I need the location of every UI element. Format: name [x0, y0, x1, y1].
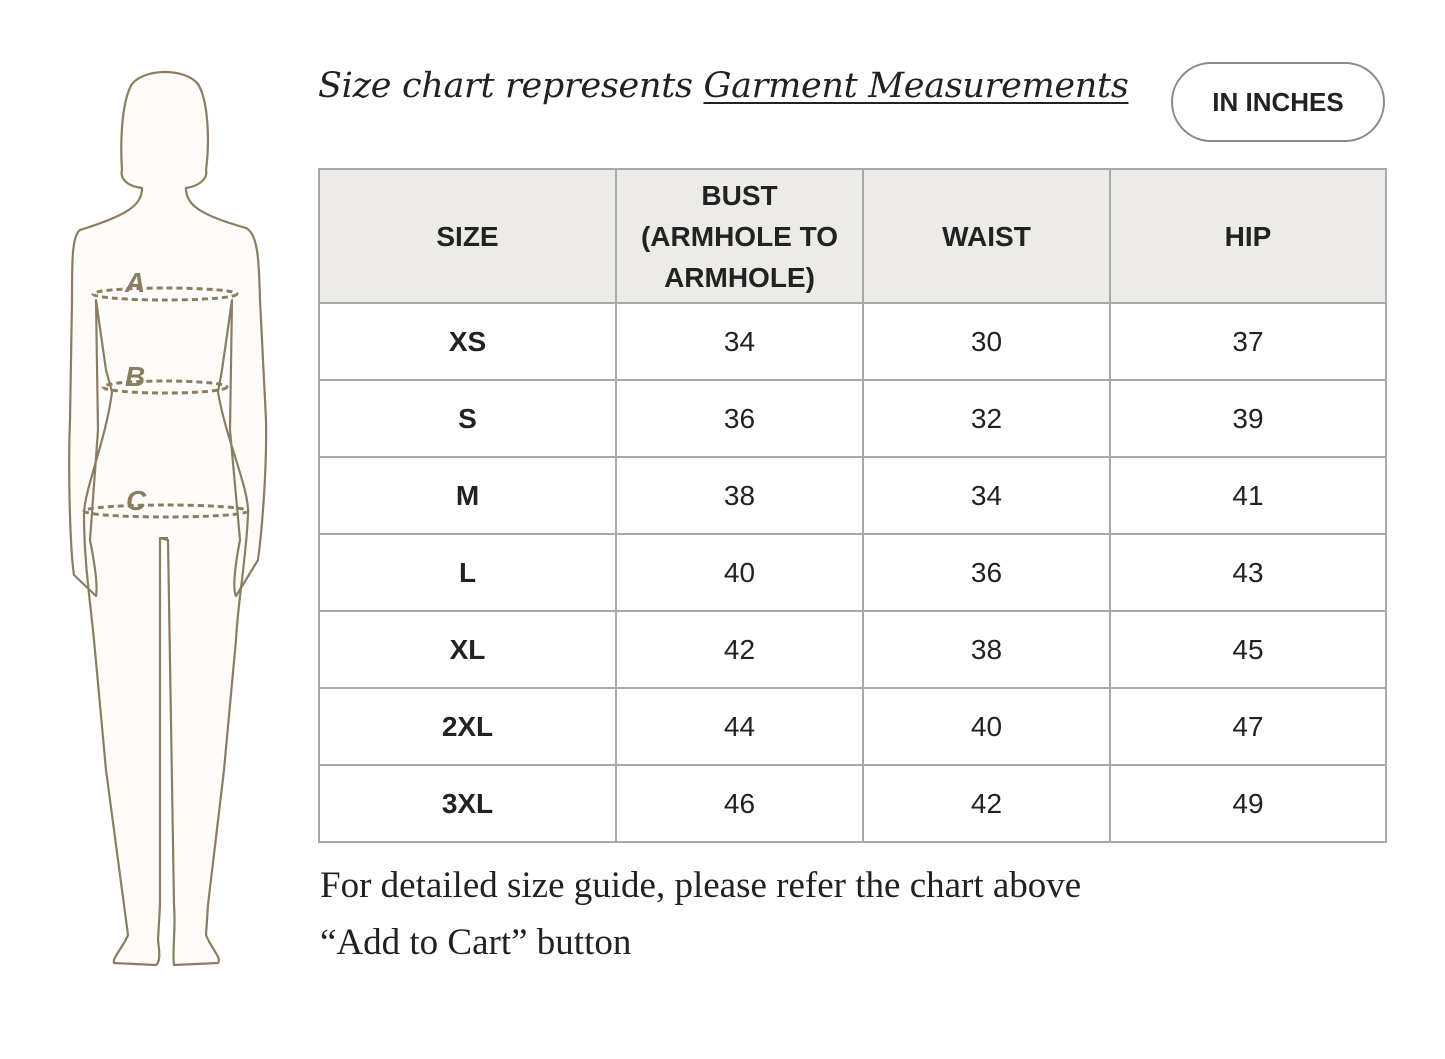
- bust-cell: 38: [615, 456, 864, 535]
- header-size: SIZE: [318, 168, 617, 304]
- table-row: 2XL 44 40 47: [318, 687, 1387, 766]
- waist-cell: 30: [862, 302, 1111, 381]
- header-hip: HIP: [1109, 168, 1387, 304]
- size-table: SIZE BUST (ARMHOLE TO ARMHOLE) WAIST HIP…: [318, 168, 1387, 843]
- body-measurement-figure: A B C: [68, 70, 268, 967]
- body-outline: [68, 70, 268, 967]
- size-cell: XS: [318, 302, 617, 381]
- header-bust: BUST (ARMHOLE TO ARMHOLE): [615, 168, 864, 304]
- garment-measurements-link[interactable]: Garment Measurements: [703, 66, 1129, 106]
- unit-toggle-button[interactable]: IN INCHES: [1171, 62, 1385, 142]
- hip-cell: 45: [1109, 610, 1387, 689]
- label-c: C: [126, 485, 147, 516]
- size-cell: M: [318, 456, 617, 535]
- waist-cell: 34: [862, 456, 1111, 535]
- add-to-cart-note: “Add to Cart” button: [320, 922, 632, 963]
- hip-cell: 39: [1109, 379, 1387, 458]
- bust-measure-line: [91, 286, 239, 302]
- bust-cell: 34: [615, 302, 864, 381]
- hip-cell: 41: [1109, 456, 1387, 535]
- waist-cell: 36: [862, 533, 1111, 612]
- size-cell: S: [318, 379, 617, 458]
- size-cell: XL: [318, 610, 617, 689]
- table-row: XL 42 38 45: [318, 610, 1387, 689]
- hip-cell: 37: [1109, 302, 1387, 381]
- hip-measure-line: [82, 503, 250, 519]
- size-cell: 3XL: [318, 764, 617, 843]
- size-chart-caption: Size chart represents Garment Measuremen…: [318, 66, 1129, 106]
- bust-cell: 40: [615, 533, 864, 612]
- bust-cell: 46: [615, 764, 864, 843]
- waist-cell: 42: [862, 764, 1111, 843]
- hip-cell: 43: [1109, 533, 1387, 612]
- label-a: A: [124, 267, 145, 298]
- hip-cell: 47: [1109, 687, 1387, 766]
- hip-cell: 49: [1109, 764, 1387, 843]
- waist-cell: 32: [862, 379, 1111, 458]
- bust-cell: 44: [615, 687, 864, 766]
- size-cell: L: [318, 533, 617, 612]
- table-row: XS 34 30 37: [318, 302, 1387, 381]
- size-cell: 2XL: [318, 687, 617, 766]
- table-header-row: SIZE BUST (ARMHOLE TO ARMHOLE) WAIST HIP: [318, 168, 1387, 304]
- header-waist: WAIST: [862, 168, 1111, 304]
- waist-measure-line: [101, 379, 229, 395]
- table-row: 3XL 46 42 49: [318, 764, 1387, 843]
- bust-cell: 42: [615, 610, 864, 689]
- waist-cell: 38: [862, 610, 1111, 689]
- bust-cell: 36: [615, 379, 864, 458]
- label-b: B: [125, 361, 145, 392]
- size-guide-note: For detailed size guide, please refer th…: [320, 865, 1082, 906]
- waist-cell: 40: [862, 687, 1111, 766]
- caption-text: Size chart represents: [318, 66, 704, 106]
- table-row: L 40 36 43: [318, 533, 1387, 612]
- table-row: S 36 32 39: [318, 379, 1387, 458]
- table-row: M 38 34 41: [318, 456, 1387, 535]
